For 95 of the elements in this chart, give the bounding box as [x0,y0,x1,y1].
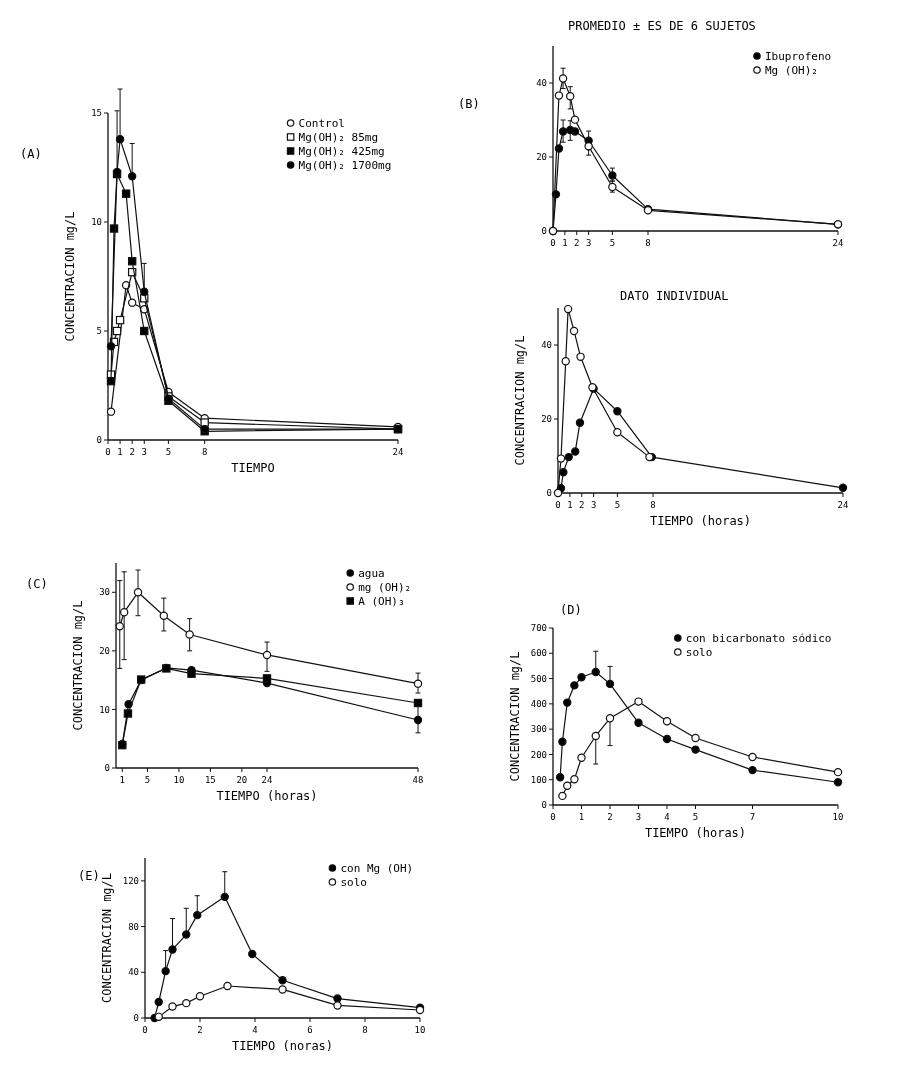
x-tick-label: 2 [197,1025,203,1035]
x-tick-label: 2 [607,812,613,822]
y-tick-label: 20 [99,646,110,657]
y-axis-title: CONCENTRACION mg/L [63,211,77,342]
y-tick-label: 100 [530,774,547,785]
x-tick-label: 5 [144,775,151,785]
y-tick-label: 0 [104,763,110,774]
legend-label: Mg(OH)₂ 85mg [298,130,379,144]
x-tick-label: 5 [614,500,621,510]
x-tick-label: 8 [650,500,656,510]
x-tick-label: 24 [837,500,849,510]
y-tick-label: 300 [530,724,547,735]
y-tick-label: 80 [128,921,139,932]
x-tick-label: 1 [119,775,125,785]
text: (B) [458,97,480,111]
x-tick-label: 48 [412,775,424,785]
x-tick-label: 5 [692,812,699,822]
y-tick-label: 20 [541,414,552,425]
legend-label: solo [340,875,367,889]
y-axis-title: CONCENTRACION mg/L [100,872,114,1004]
x-tick-label: 8 [645,238,651,248]
legend-label: Mg(OH)₂ 1700mg [298,158,392,172]
legend-label: Mg (OH)₂ [765,63,818,77]
y-tick-label: 600 [530,648,547,659]
x-tick-label: 2 [129,447,135,457]
y-tick-label: 400 [530,699,547,710]
y-tick-label: 10 [99,704,110,715]
legend-label: solo [685,645,713,659]
y-tick-label: 40 [536,78,547,89]
y-tick-label: 500 [530,673,547,684]
text: (A) [20,147,42,161]
y-tick-label: 15 [91,108,102,119]
text: (C) [26,577,48,591]
x-tick-label: 6 [307,1025,313,1035]
legend-label: Mg(OH)₂ 425mg [298,144,385,158]
x-tick-label: 8 [362,1025,368,1035]
x-axis-title: TIEMPO (noras) [231,1039,334,1053]
text: (E) [78,869,100,883]
x-tick-label: 4 [252,1025,258,1035]
x-tick-label: 10 [173,775,185,785]
x-tick-label: 24 [392,447,404,457]
y-axis-title: CONCENTRACION mg/L [513,335,527,466]
x-tick-label: 1 [117,447,123,457]
x-tick-label: 1 [567,500,573,510]
y-tick-label: 40 [128,967,139,978]
y-tick-label: 0 [96,435,102,446]
legend-label: con bicarbonato sódico [685,631,832,645]
x-tick-label: 5 [609,238,616,248]
x-tick-label: 3 [585,238,592,248]
x-axis-title: TIEMPO (horas) [649,514,752,528]
x-tick-label: 2 [579,500,585,510]
y-axis-title: CONCENTRACION mg/L [71,600,85,731]
legend-label: A (OH)₃ [358,594,405,608]
y-tick-label: 120 [122,876,139,887]
x-tick-label: 0 [555,500,561,510]
x-tick-label: 15 [204,775,216,785]
legend-label: Ibuprofeno [765,49,832,63]
x-axis-title: TIEMPO (horas) [644,826,747,840]
y-tick-label: 0 [133,1013,139,1024]
x-tick-label: 5 [165,447,172,457]
x-tick-label: 10 [832,812,844,822]
x-tick-label: 3 [590,500,597,510]
legend-label: agua [358,566,385,580]
x-tick-label: 7 [749,812,756,822]
x-tick-label: 10 [414,1025,426,1035]
y-tick-label: 20 [536,152,547,163]
y-tick-label: 30 [99,587,110,598]
x-axis-title: TIEMPO [231,461,275,475]
x-tick-label: 3 [635,812,642,822]
y-axis-title: CONCENTRACION mg/L [508,651,522,782]
y-tick-label: 0 [541,800,547,811]
x-tick-label: 8 [201,447,208,457]
chart-title: (D) [560,603,582,617]
y-tick-label: 700 [530,623,547,634]
y-tick-label: 200 [530,749,547,760]
x-tick-label: 24 [261,775,273,785]
x-tick-label: 4 [664,812,670,822]
x-tick-label: 0 [142,1025,148,1035]
x-tick-label: 1 [562,238,568,248]
x-axis-title: TIEMPO (horas) [216,789,318,803]
legend-label: mg (OH)₂ [358,580,412,594]
legend-label: Control [298,116,345,130]
x-tick-label: 1 [578,812,585,822]
chart-subtitle: PROMEDIO ± ES DE 6 SUJETOS [568,19,756,33]
x-tick-label: 3 [141,447,147,457]
y-tick-label: 0 [546,488,552,499]
y-tick-label: 40 [541,340,552,351]
x-tick-label: 20 [236,775,248,785]
legend-label: con Mg (OH) [340,861,414,875]
x-tick-label: 24 [832,238,844,248]
y-tick-label: 5 [96,326,102,337]
y-tick-label: 0 [541,226,547,237]
chart-title: DATO INDIVIDUAL [620,289,729,303]
y-tick-label: 10 [91,217,102,228]
x-tick-label: 2 [574,238,580,248]
